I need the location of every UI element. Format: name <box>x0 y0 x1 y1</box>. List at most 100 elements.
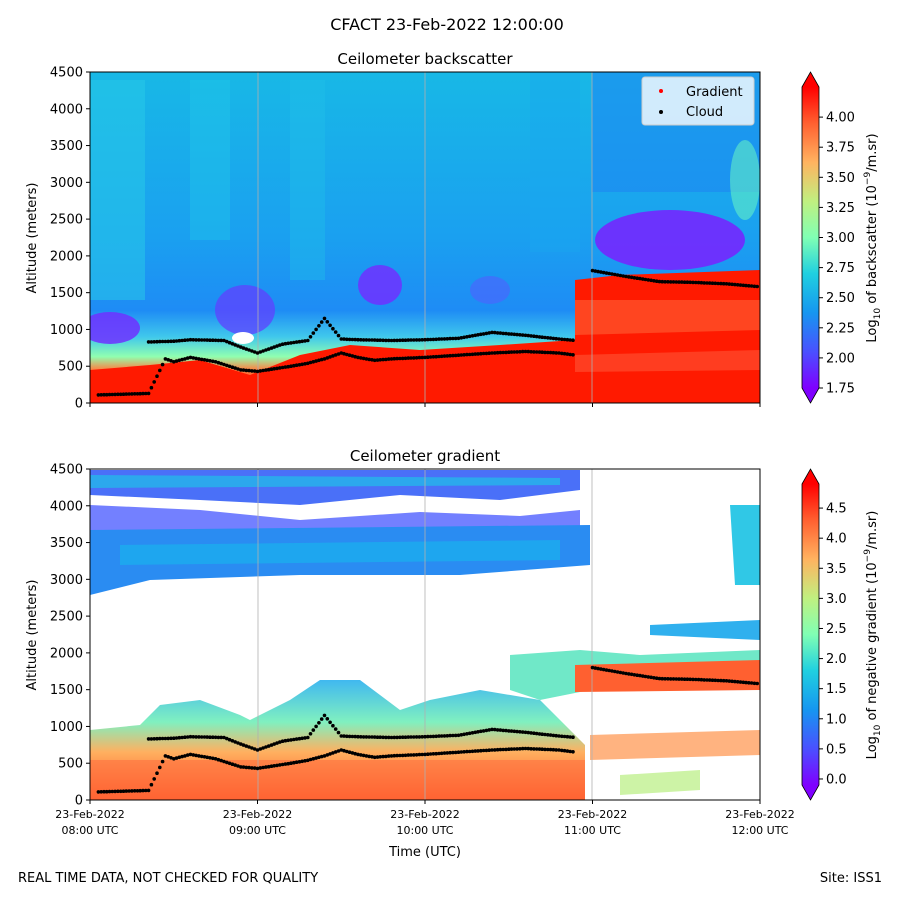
cloud-point <box>152 737 156 741</box>
cloud-point <box>744 680 748 685</box>
cloud-point <box>439 337 444 341</box>
cloud-point <box>370 735 374 739</box>
cloud-point <box>652 279 656 283</box>
cloud-point <box>236 344 240 348</box>
cloud-point <box>278 740 282 744</box>
cloud-point <box>490 330 494 335</box>
cloud-point <box>395 356 399 361</box>
cloud-point <box>272 367 277 371</box>
cloud-point <box>155 339 159 344</box>
cloud-point <box>239 345 243 349</box>
cloud-point <box>420 752 425 757</box>
cloud-point <box>194 356 198 361</box>
cloud-point <box>227 364 232 369</box>
cloud-point <box>618 273 623 278</box>
cloud-point <box>498 747 503 752</box>
cloud-point <box>462 353 466 357</box>
cloud-point <box>247 348 251 352</box>
cloud-point <box>289 738 293 742</box>
cloud-point <box>333 353 338 357</box>
cloud-point <box>738 283 743 287</box>
cloud-point <box>546 733 550 737</box>
cloud-point <box>710 678 715 682</box>
gradient-colorbar: 0.0 0.5 1.0 1.5 2.0 2.5 3.0 3.5 4.0 4.5 Log10 of … <box>801 468 883 801</box>
cloud-point <box>183 357 187 361</box>
cloud-point <box>339 337 344 341</box>
cloud-point <box>364 357 369 361</box>
cloud-point <box>493 727 497 732</box>
cloud-point <box>241 743 246 747</box>
cloud-point <box>102 392 106 397</box>
cloud-point <box>565 749 570 753</box>
cloud-point <box>473 730 478 735</box>
cloud-point <box>540 350 544 355</box>
cloud-point <box>532 747 536 751</box>
cloud-point <box>160 736 165 741</box>
cloud-point <box>568 749 572 754</box>
cloud-point <box>741 283 746 288</box>
cloud-point <box>135 392 140 396</box>
cloud-point <box>473 352 478 356</box>
cloud-point <box>646 675 651 679</box>
cloud-point <box>409 735 413 739</box>
cloud-point <box>266 347 271 351</box>
cloud-point <box>359 356 363 360</box>
cloud-point <box>389 754 394 758</box>
cloud-point <box>135 789 140 793</box>
cloud-point <box>370 338 374 342</box>
cloud-point <box>562 337 567 342</box>
cloud-point <box>481 332 486 336</box>
colorbar-tick-label: 3.75 <box>826 141 855 156</box>
cloud-point <box>663 677 667 681</box>
cloud-point <box>571 750 575 754</box>
cloud-point <box>710 281 715 286</box>
cloud-point <box>197 338 201 342</box>
cloud-point <box>635 276 639 281</box>
cloud-point <box>532 731 536 735</box>
cloud-point <box>657 279 662 284</box>
cloud-point <box>601 667 606 672</box>
cloud-point <box>694 677 698 682</box>
cloud-point <box>420 355 425 360</box>
cloud-point <box>166 736 170 741</box>
cloud-point <box>621 274 625 278</box>
cloud-point <box>331 751 335 755</box>
cloud-point <box>172 736 176 740</box>
cloud-point <box>607 271 611 276</box>
cloud-point <box>278 366 282 370</box>
cloud-point <box>146 737 151 741</box>
cloud-point <box>372 735 377 739</box>
cloud-point <box>724 679 729 683</box>
cloud-point <box>417 735 422 739</box>
cloud-point <box>219 735 223 740</box>
cloud-point <box>180 338 184 343</box>
legend-cloud-label: Cloud <box>686 105 723 120</box>
cloud-point <box>627 275 631 279</box>
cloud-point <box>551 336 556 341</box>
cloud-point <box>331 723 335 728</box>
cloud-point <box>132 789 137 793</box>
cloud-point <box>479 729 483 734</box>
backscatter-y-axis: 0 500 1000 1500 2000 2500 3000 3500 4000 4500 <box>50 66 90 412</box>
cloud-point <box>507 729 511 733</box>
cloud-point <box>208 338 212 343</box>
colorbar-tick-label: 2.0 <box>826 652 847 667</box>
cloud-point <box>512 350 517 354</box>
cloud-point <box>331 326 335 331</box>
backscatter-title: Ceilometer backscatter <box>337 50 513 68</box>
cloud-point <box>317 755 321 760</box>
cloud-point <box>208 735 212 739</box>
cloud-point <box>596 269 600 274</box>
cloud-point <box>434 751 439 756</box>
cloud-point <box>451 750 455 755</box>
cloud-point <box>322 754 327 758</box>
colorbar-tick-label: 2.5 <box>826 622 847 637</box>
cloud-point <box>649 675 653 680</box>
cloud-point <box>518 333 522 337</box>
cloud-point <box>565 352 570 356</box>
cloud-point <box>378 735 383 739</box>
y-tick-label: 2000 <box>50 646 83 661</box>
cloud-point <box>504 331 508 336</box>
cloud-point <box>417 338 422 342</box>
cloud-point <box>716 281 720 286</box>
